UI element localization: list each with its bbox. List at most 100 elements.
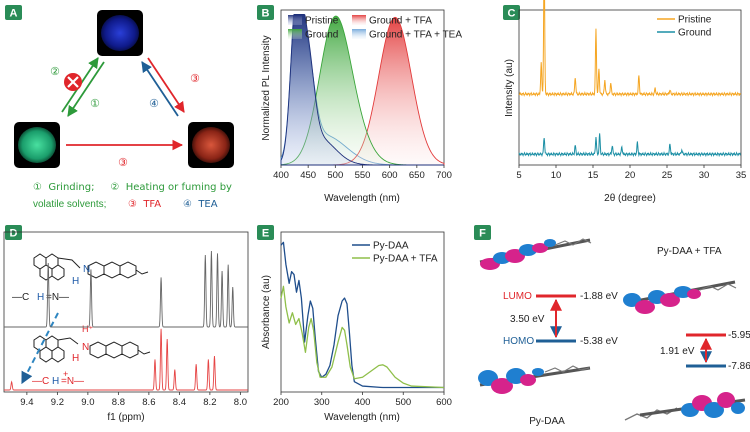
d-formula2-c: =N— xyxy=(61,376,84,387)
panel-c-tick-label: 30 xyxy=(699,170,710,181)
structure-py-daa xyxy=(33,253,149,281)
series-ground xyxy=(518,133,741,158)
series-py-daa-tfa xyxy=(4,328,248,391)
f-homo-right-value: -7.86 eV xyxy=(728,361,750,372)
panel-c-letter: C xyxy=(508,8,516,20)
panel-d: D N H —C H =N— H⁺ N H —C H =N— + 9.4 9.2 9… xyxy=(3,225,249,423)
panel-c-tick-label: 35 xyxy=(736,170,747,181)
legend-pristine: Pristine xyxy=(305,16,339,27)
panel-c-tick-label: 10 xyxy=(551,170,562,181)
panel-b-legend: Pristine Ground Ground + TFA Ground + TF… xyxy=(288,15,462,41)
panel-d-tick-label: 8.6 xyxy=(142,397,155,408)
legend-line2b: ③ TFA xyxy=(128,199,161,210)
orbital-lumo-py-daa-tfa xyxy=(623,280,737,314)
panel-b-tick-label: 650 xyxy=(409,170,425,181)
f-gap-left: 3.50 eV xyxy=(510,314,545,325)
panel-e-badge xyxy=(257,225,274,240)
panel-e-letter: E xyxy=(262,228,269,240)
label-step2: ② xyxy=(50,65,60,78)
legend-swatch-ground-tfa xyxy=(352,15,366,25)
arrow-tea-up xyxy=(141,61,179,117)
arrow-tfa-right xyxy=(147,57,185,113)
panel-f-badge xyxy=(474,225,491,240)
legend-swatch-ground-tfa-tea xyxy=(352,29,366,39)
d-struct1-h: H xyxy=(72,276,79,287)
panel-d-tick-label: 8.0 xyxy=(234,397,247,408)
panel-e-xlabel: Wavelength (nm) xyxy=(324,412,400,423)
panel-c-xlabel: 2θ (degree) xyxy=(604,193,656,204)
panel-b-tick-label: 500 xyxy=(327,170,343,181)
legend-ground-tfa: Ground + TFA xyxy=(369,16,432,27)
panel-e-tick-label: 400 xyxy=(355,397,371,408)
orbital-homo-py-daa xyxy=(478,365,591,394)
d-formula1-a: —C xyxy=(12,292,29,303)
f-lumo-right-value: -5.95 eV xyxy=(728,330,750,341)
legend-line1: ① Grinding; ② Heating or fuming by xyxy=(33,182,232,193)
series-py-daa xyxy=(4,250,248,328)
panel-e-ticks: 200 300 400 500 600 xyxy=(273,392,452,408)
f-title-right: Py-DAA + TFA xyxy=(657,246,722,257)
panel-d-tick-label: 8.4 xyxy=(173,397,186,408)
panel-d-ticks: 9.4 9.2 9.0 8.8 8.6 8.4 8.2 8.0 xyxy=(20,392,247,408)
label-step1: ① xyxy=(90,97,100,110)
panel-b-letter: B xyxy=(262,8,270,20)
d-formula2-h: H xyxy=(52,376,59,387)
legend-e-py-daa: Py-DAA xyxy=(373,241,409,252)
panel-b-tick-label: 600 xyxy=(382,170,398,181)
d-struct1-n: N xyxy=(83,264,90,275)
panel-e-ylabel: Absorbance (au) xyxy=(261,275,272,349)
panel-b: B 400 450 500 550 600 650 700 Pristine Ground … xyxy=(257,5,462,204)
panel-d-tick-label: 9.4 xyxy=(20,397,33,408)
panel-d-badge xyxy=(5,225,22,240)
panel-e-tick-label: 200 xyxy=(273,397,289,408)
panel-e-tick-label: 300 xyxy=(314,397,330,408)
panel-d-tick-label: 9.2 xyxy=(51,397,64,408)
legend-line2a: volatile solvents; xyxy=(33,199,106,210)
d-formula2-plus: + xyxy=(63,369,68,379)
f-lumo-label: LUMO xyxy=(503,291,532,302)
label-step3-bottom: ③ xyxy=(118,156,128,169)
orbital-lumo-py-daa xyxy=(479,238,592,270)
pristine-powder xyxy=(101,15,139,51)
panel-d-tick-label: 9.0 xyxy=(81,397,94,408)
structure-py-daa-tfa xyxy=(33,335,151,363)
f-gap-right: 1.91 eV xyxy=(660,346,695,357)
legend-e-py-daa-tfa: Py-DAA + TFA xyxy=(373,254,438,265)
orbital-homo-py-daa-tfa xyxy=(624,392,746,421)
panel-e-tick-label: 500 xyxy=(395,397,411,408)
panel-b-tick-label: 400 xyxy=(273,170,289,181)
panel-b-ticks: 400 450 500 550 600 650 700 xyxy=(273,165,452,181)
tfa-powder xyxy=(192,127,230,163)
panel-d-letter: D xyxy=(10,228,18,240)
d-formula2-a: —C xyxy=(32,376,49,387)
panel-e-legend: Py-DAA Py-DAA + TFA xyxy=(352,241,438,265)
legend-c-ground: Ground xyxy=(678,28,711,39)
legend-c-pristine: Pristine xyxy=(678,15,712,26)
panel-b-tick-label: 450 xyxy=(300,170,316,181)
panel-a-letter: A xyxy=(10,8,18,20)
panel-c-badge xyxy=(503,5,520,20)
d-formula1-c: =N— xyxy=(46,292,69,303)
panel-a-badge xyxy=(5,5,22,20)
panel-f-letter: F xyxy=(479,228,486,240)
series-pristine xyxy=(518,0,742,98)
f-lumo-left-value: -1.88 eV xyxy=(580,291,618,302)
panel-b-tick-label: 700 xyxy=(436,170,452,181)
cross-icon-b xyxy=(67,76,79,88)
panel-b-badge xyxy=(257,5,274,20)
panel-d-frame xyxy=(3,231,249,393)
label-step4: ④ xyxy=(149,97,159,110)
f-caption-left: Py-DAA xyxy=(529,416,565,427)
panel-c-ylabel: Intensity (au) xyxy=(504,59,515,117)
legend-swatch-pristine xyxy=(288,15,302,25)
panel-d-tick-label: 8.2 xyxy=(203,397,216,408)
panel-e-tick-label: 600 xyxy=(436,397,452,408)
legend-ground-tfa-tea: Ground + TFA + TEA xyxy=(369,30,462,41)
d-formula1-h: H xyxy=(37,292,44,303)
d-shift-arrow xyxy=(21,312,59,385)
panel-b-spectra xyxy=(280,13,445,166)
legend-line2c: ④ TEA xyxy=(183,199,218,210)
f-homo-label: HOMO xyxy=(503,336,534,347)
panel-c-tick-label: 15 xyxy=(588,170,599,181)
